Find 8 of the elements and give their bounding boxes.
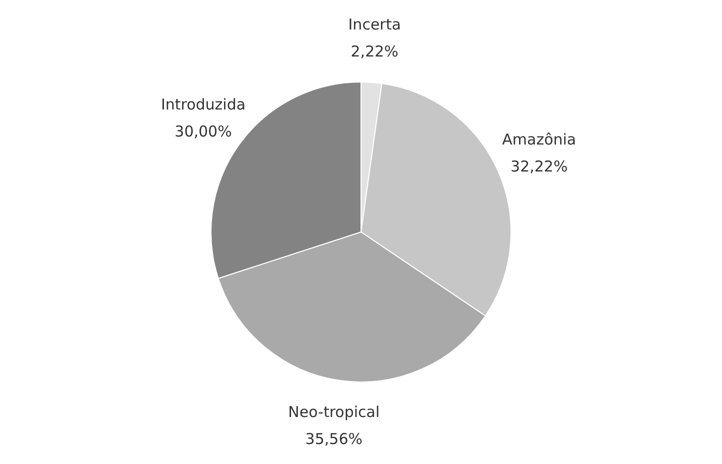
slice-label: Introduzida <box>160 95 246 114</box>
data-label: 32,22% <box>510 158 568 176</box>
data-label: 2,22% <box>350 42 398 60</box>
slice-label: Neo-tropical <box>288 403 380 422</box>
data-label: 35,56% <box>305 430 362 448</box>
slice-label: Amazônia <box>502 130 576 149</box>
data-label: 30,00% <box>174 122 232 140</box>
slice-label: Incerta <box>348 15 401 34</box>
